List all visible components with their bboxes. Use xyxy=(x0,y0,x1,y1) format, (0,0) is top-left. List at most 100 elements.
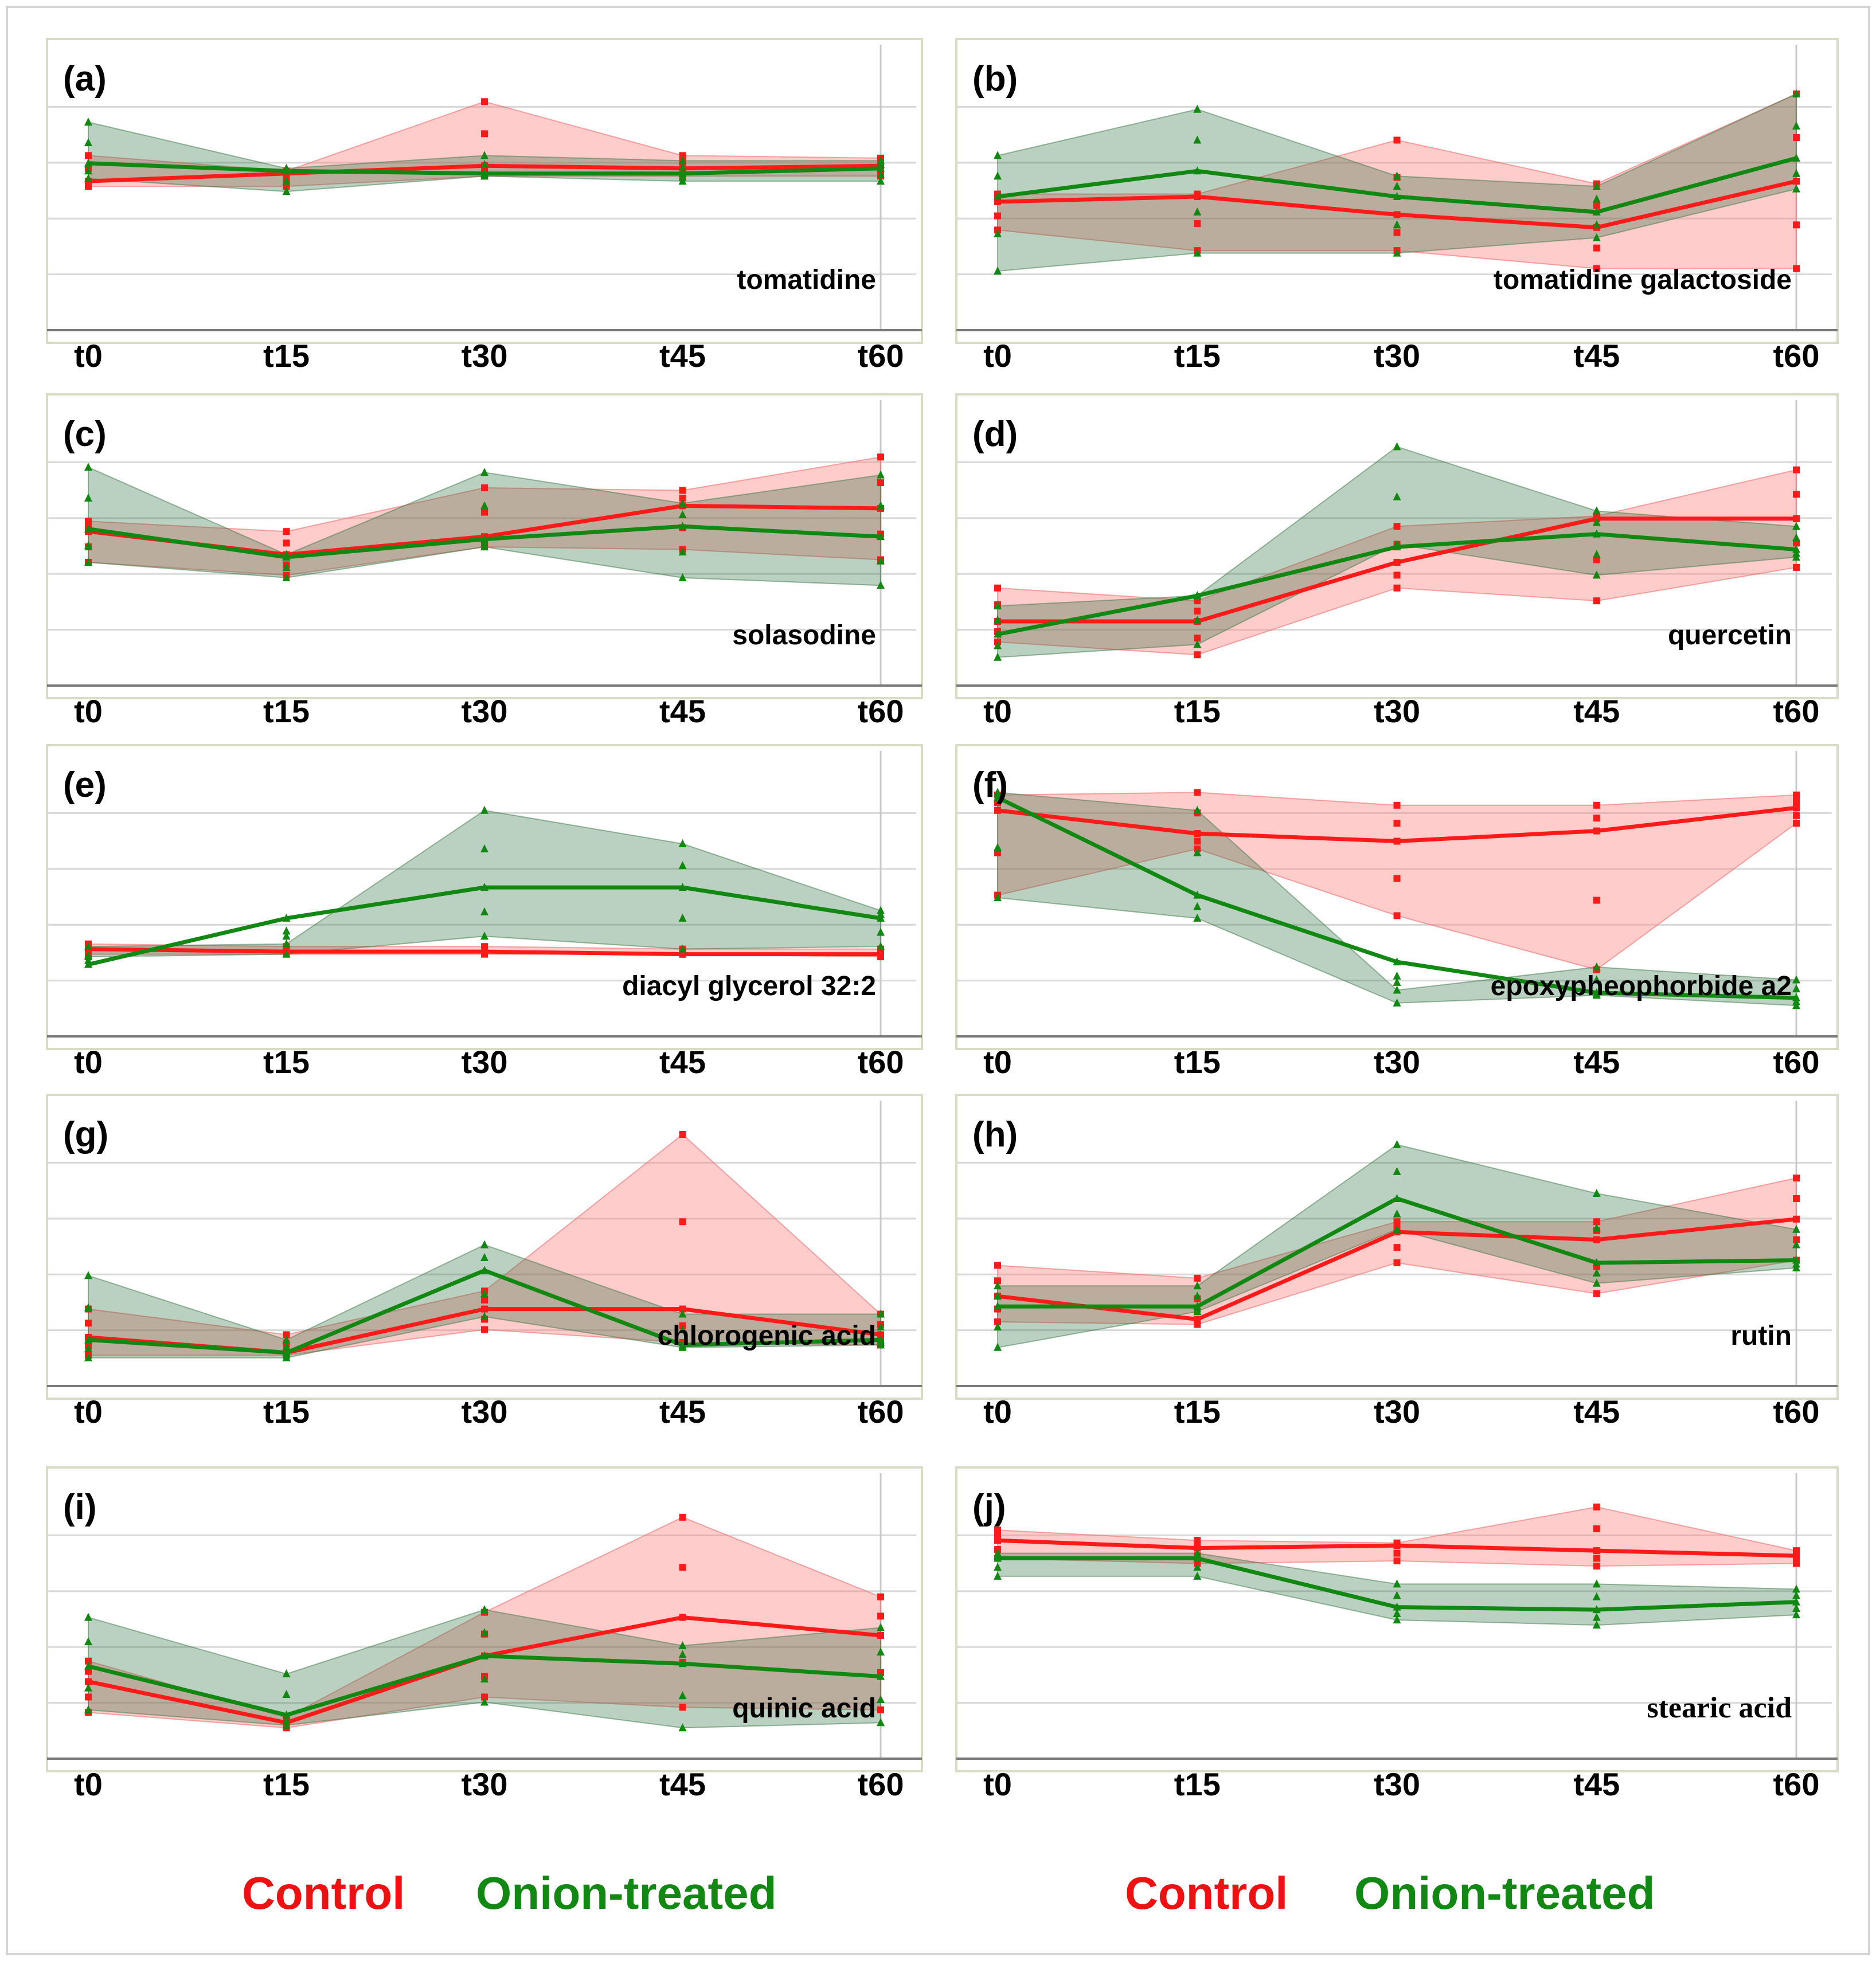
panel-f: (f) epoxypheophorbide a2 t0 t15 t30 t45 t60 xyxy=(955,744,1839,1080)
data-point-onion-treated xyxy=(994,192,1002,201)
data-point-onion-treated xyxy=(1792,975,1800,984)
data-point-onion-treated xyxy=(282,926,291,935)
data-point-onion-treated xyxy=(877,501,885,510)
data-point-onion-treated xyxy=(282,550,291,558)
data-point-control xyxy=(1793,221,1800,229)
x-tick-label: t15 xyxy=(1174,1394,1221,1430)
data-point-onion-treated xyxy=(1592,207,1601,216)
data-point-onion-treated xyxy=(480,169,488,177)
data-point-onion-treated xyxy=(480,1697,488,1706)
data-point-control xyxy=(679,1305,686,1313)
data-point-control xyxy=(994,1318,1001,1325)
data-point-control xyxy=(679,1704,686,1711)
x-tick-label: t15 xyxy=(263,338,310,374)
data-point-control xyxy=(481,1693,488,1701)
panel-e: (e) diacyl glycerol 32:2 t0 t15 t30 t45 t60 xyxy=(46,744,923,1080)
data-point-control xyxy=(1194,220,1201,228)
data-point-onion-treated xyxy=(1193,805,1202,814)
compound-name: chlorogenic acid xyxy=(658,1321,876,1351)
data-point-control xyxy=(1793,178,1800,185)
x-tick-label: t60 xyxy=(858,1044,904,1080)
data-point-onion-treated xyxy=(84,138,92,146)
data-point-onion-treated xyxy=(1193,1563,1202,1571)
data-point-onion-treated xyxy=(1393,1579,1401,1588)
data-point-onion-treated xyxy=(994,1563,1002,1571)
data-point-onion-treated xyxy=(1592,550,1601,558)
data-point-onion-treated xyxy=(1592,529,1601,538)
data-point-onion-treated xyxy=(1393,1224,1401,1233)
panel-frame xyxy=(46,744,923,1050)
data-point-control xyxy=(1593,244,1600,252)
data-point-onion-treated xyxy=(678,498,687,507)
x-tick-label: t60 xyxy=(1773,1766,1820,1802)
x-tick-label: t60 xyxy=(858,338,904,374)
x-tick-label: t45 xyxy=(1573,338,1620,374)
x-tick-label: t30 xyxy=(1374,1044,1420,1080)
data-point-control xyxy=(1593,597,1600,605)
x-tick-label: t30 xyxy=(462,1766,508,1802)
x-tick-label: t45 xyxy=(1573,1044,1620,1080)
data-point-onion-treated xyxy=(994,629,1002,638)
panel-letter: (j) xyxy=(972,1488,1006,1527)
data-point-onion-treated xyxy=(282,187,291,195)
data-point-onion-treated xyxy=(1393,977,1401,986)
data-point-control xyxy=(1194,635,1201,642)
x-tick-label: t60 xyxy=(858,1766,904,1802)
x-tick-label: t45 xyxy=(659,1766,706,1802)
data-point-onion-treated xyxy=(1592,1268,1601,1277)
data-point-onion-treated xyxy=(1393,492,1401,500)
data-point-onion-treated xyxy=(1792,153,1800,162)
compound-name: tomatidine galactoside xyxy=(1494,265,1792,295)
data-point-control xyxy=(1194,789,1201,796)
panel-letter: (i) xyxy=(63,1488,97,1527)
data-point-onion-treated xyxy=(1792,1603,1800,1612)
panel-letter: (f) xyxy=(972,765,1008,805)
data-point-onion-treated xyxy=(994,788,1002,796)
data-point-onion-treated xyxy=(480,1253,488,1261)
data-point-onion-treated xyxy=(480,931,488,940)
data-point-onion-treated xyxy=(282,1690,291,1698)
data-point-onion-treated xyxy=(480,160,488,169)
x-tick-label: t15 xyxy=(1174,693,1221,729)
data-point-onion-treated xyxy=(1792,1591,1800,1599)
data-point-onion-treated xyxy=(877,1309,885,1318)
data-point-control xyxy=(1393,1557,1401,1565)
x-tick-label: t45 xyxy=(659,1394,706,1430)
data-point-control xyxy=(1393,912,1401,919)
data-point-control xyxy=(1393,136,1401,144)
legend-right-control: Control xyxy=(1125,1868,1288,1919)
data-point-control xyxy=(85,518,92,525)
data-point-control xyxy=(1593,827,1600,835)
data-point-onion-treated xyxy=(877,1672,885,1680)
data-point-control xyxy=(1593,1525,1600,1533)
legend-left-onion: Onion-treated xyxy=(476,1868,776,1919)
data-point-onion-treated xyxy=(282,1341,291,1350)
data-point-onion-treated xyxy=(678,1650,687,1658)
data-point-onion-treated xyxy=(994,652,1002,661)
data-point-control xyxy=(1793,1175,1800,1182)
data-point-control xyxy=(1793,1195,1800,1202)
x-tick-label: t0 xyxy=(74,1394,103,1430)
x-tick-label: t30 xyxy=(1374,338,1420,374)
data-point-onion-treated xyxy=(1193,615,1202,624)
legends: Control Onion-treated Control Onion-trea… xyxy=(242,1868,1655,1919)
panels: (a) tomatidine t0 t15 t30 t45 t60 (b) tomatidine… xyxy=(46,38,1839,1802)
x-tick-label: t30 xyxy=(1374,1766,1420,1802)
data-point-control xyxy=(481,508,488,516)
data-point-onion-treated xyxy=(480,883,488,891)
data-point-onion-treated xyxy=(1393,1209,1401,1218)
data-point-onion-treated xyxy=(678,1723,687,1732)
panel-frame xyxy=(46,38,923,344)
data-point-control xyxy=(1793,1215,1800,1223)
data-point-onion-treated xyxy=(994,1281,1002,1290)
data-point-onion-treated xyxy=(1792,522,1800,530)
data-point-control xyxy=(1393,523,1401,530)
x-tick-label: t15 xyxy=(263,1044,310,1080)
data-point-onion-treated xyxy=(480,534,488,543)
x-tick-label: t0 xyxy=(983,1394,1012,1430)
data-point-onion-treated xyxy=(84,158,92,167)
data-point-onion-treated xyxy=(994,615,1002,624)
data-point-onion-treated xyxy=(282,1348,291,1356)
data-point-onion-treated xyxy=(678,913,687,922)
